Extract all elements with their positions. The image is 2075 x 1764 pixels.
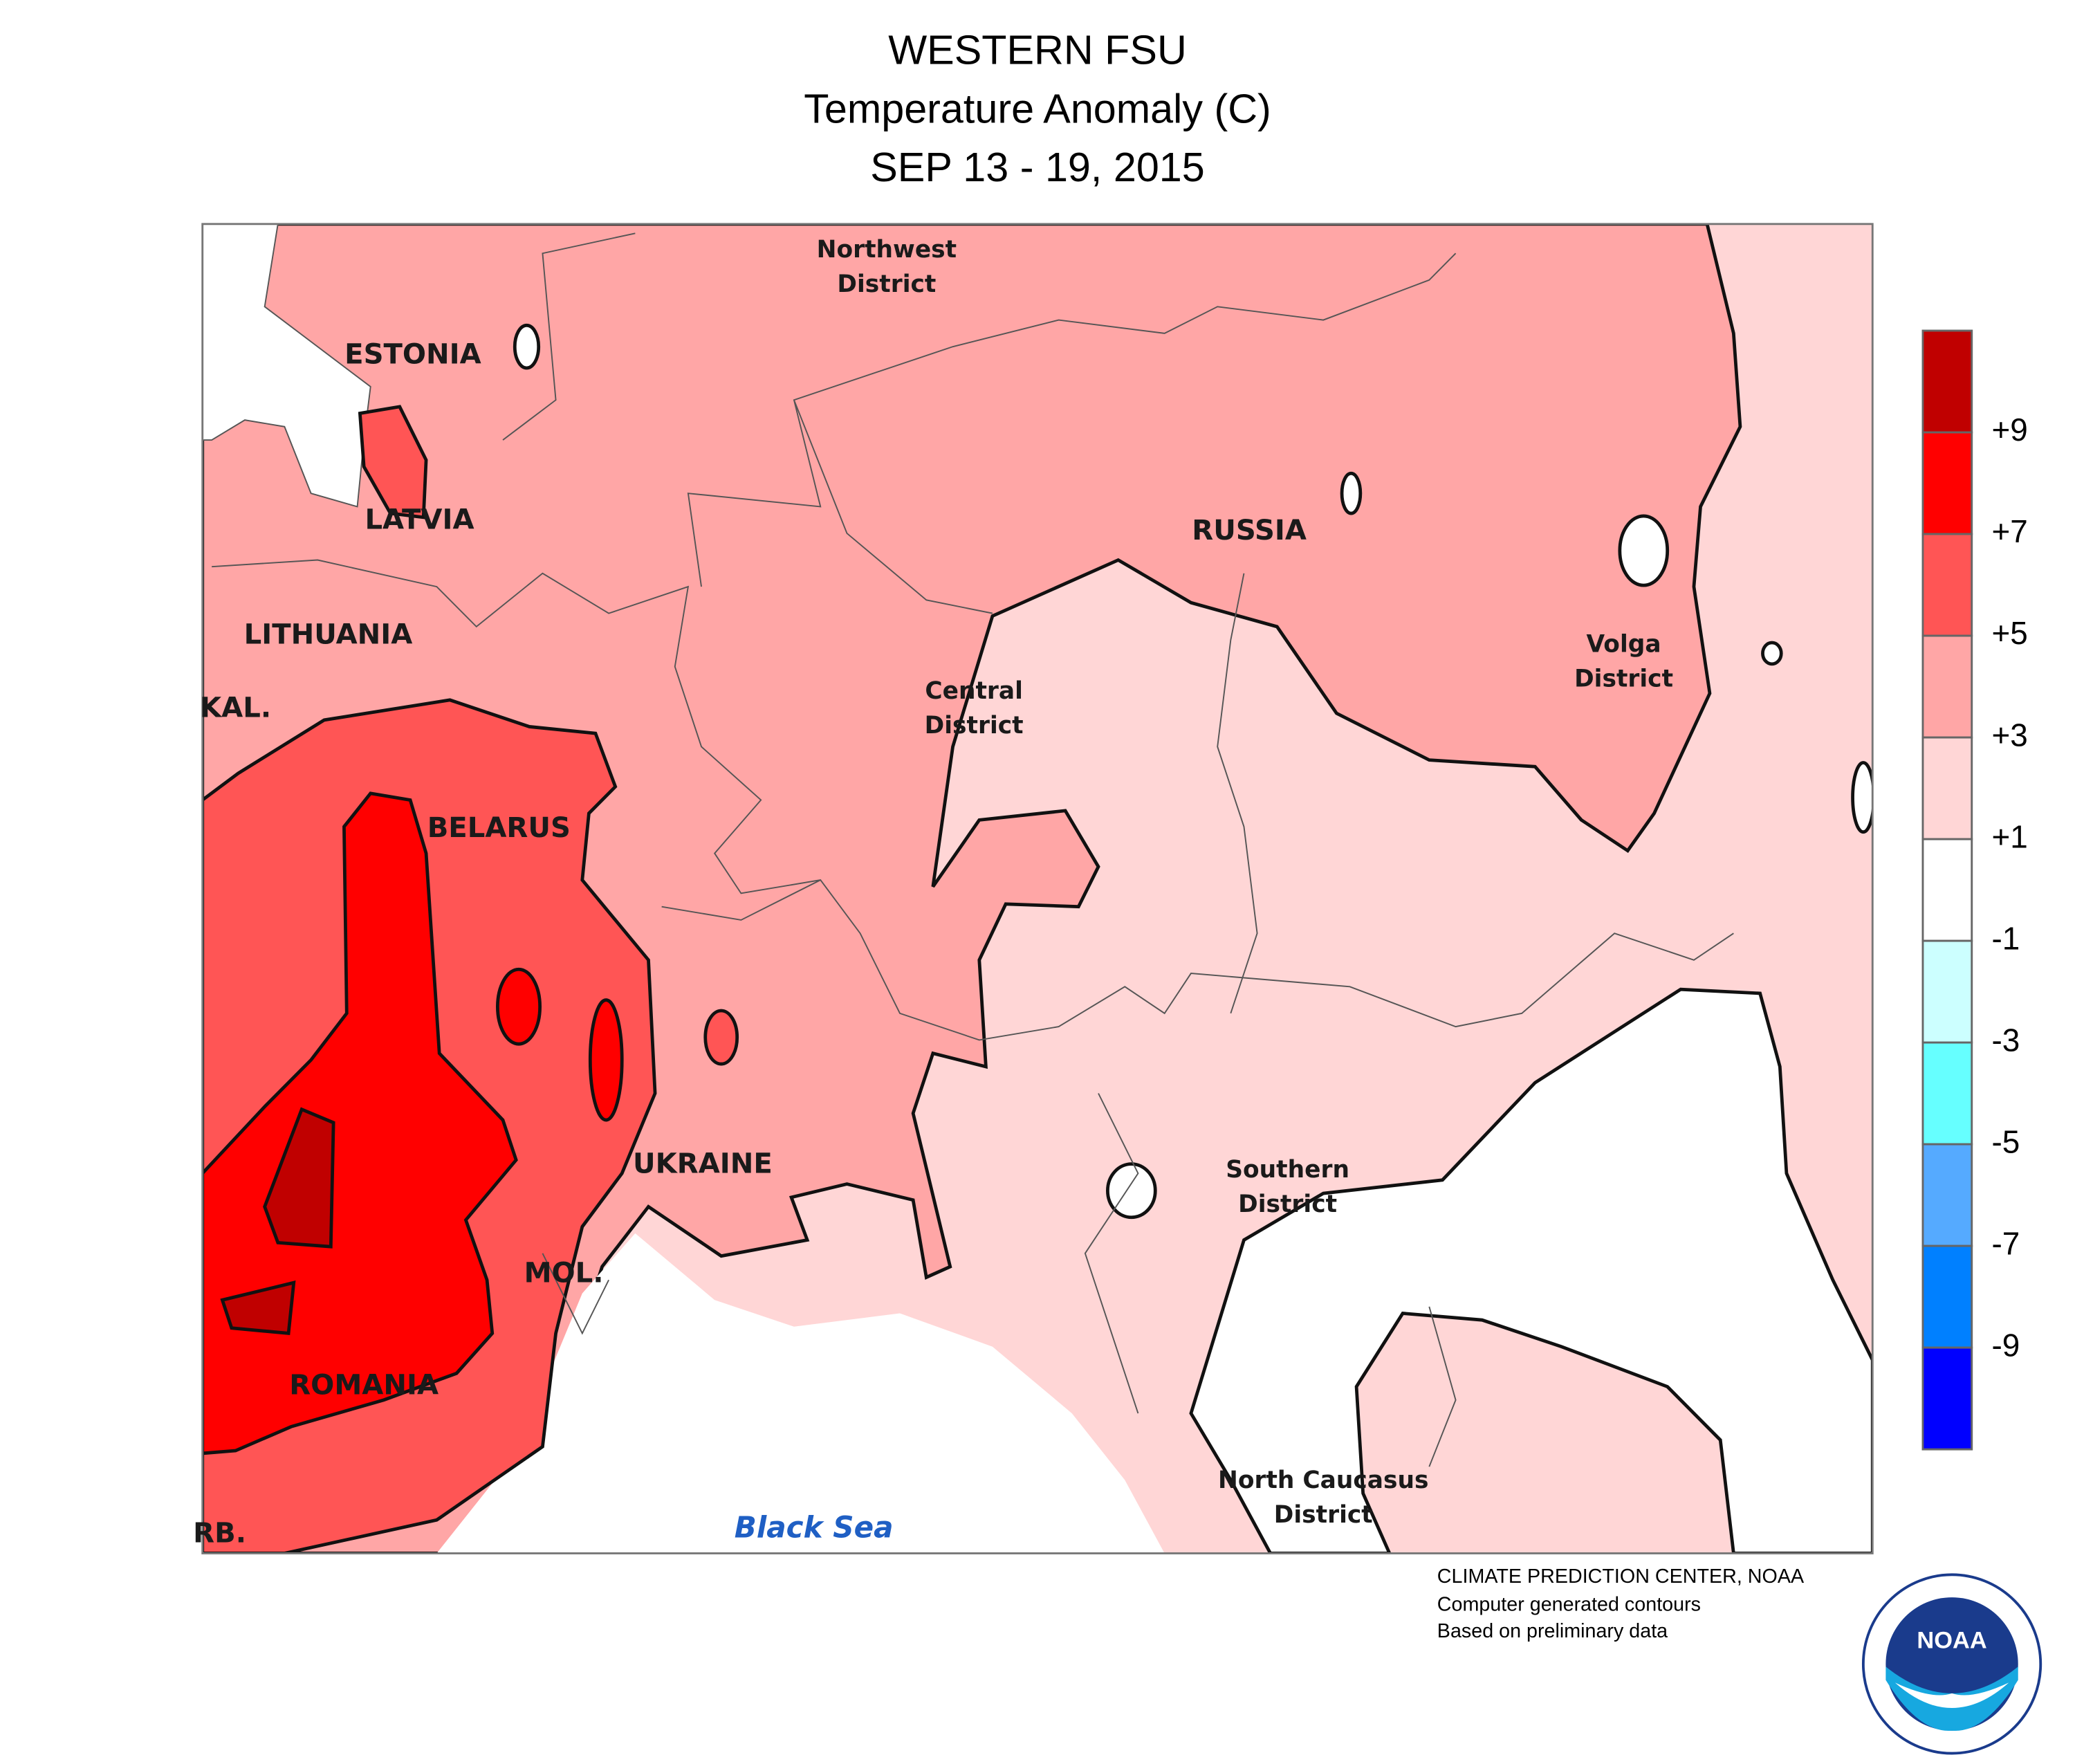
legend-label: +1	[1991, 818, 2027, 854]
legend-label: -3	[1991, 1022, 2020, 1058]
legend-label: +3	[1991, 717, 2027, 753]
subtitle: Temperature Anomaly (C)	[804, 85, 1271, 131]
logo-text: NOAA	[1917, 1627, 1986, 1653]
anomaly-neutral-south	[1189, 987, 1873, 1554]
region-label: District	[1238, 1191, 1337, 1218]
region-label: KAL.	[200, 691, 271, 724]
anomaly-above-9	[263, 1107, 335, 1249]
legend-label: +5	[1991, 615, 2027, 651]
legend-label: -5	[1991, 1123, 2020, 1159]
legend-label: +7	[1991, 513, 2027, 549]
region-label: UKRAINE	[633, 1147, 773, 1179]
legend-swatch	[1921, 634, 1973, 739]
noaa-logo: NOAA	[1861, 1573, 2042, 1755]
anomaly-neutral-patch	[1851, 761, 1873, 834]
region-label: Black Sea	[735, 1510, 894, 1544]
region-label: District	[837, 270, 936, 298]
region-label: LATVIA	[365, 504, 474, 536]
region-label: District	[1574, 665, 1673, 692]
region-label: ESTONIA	[344, 338, 481, 371]
credit-line: Computer generated contours	[1437, 1593, 1701, 1615]
legend: +9 +7 +5 +3 +1 -1 -3 -5 -7 -9	[1921, 329, 2028, 1451]
region-label: North Caucasus	[1218, 1467, 1428, 1494]
map-frame	[201, 223, 1874, 1554]
anomaly-neutral-patch	[1761, 641, 1783, 666]
legend-swatch	[1921, 1346, 1973, 1451]
map-labels: Northwest District ESTONIA LATVIA LITHUANIA K…	[193, 236, 1673, 1550]
region-label: Central	[925, 677, 1023, 705]
legend-label: -9	[1991, 1327, 2020, 1363]
anomaly-7-9-patch	[495, 967, 542, 1046]
region-label: RUSSIA	[1192, 514, 1307, 546]
legend-label: +9	[1991, 412, 2027, 448]
legend-label: -7	[1991, 1225, 2020, 1261]
region-label: ROMANIA	[289, 1368, 439, 1401]
anomaly-neutral-patch	[1618, 514, 1670, 587]
date: SEP 13 - 19, 2015	[870, 144, 1205, 190]
anomaly-5-7-latvia	[358, 405, 428, 520]
title-block: WESTERN FSU Temperature Anomaly (C) SEP …	[804, 26, 1271, 190]
black-sea	[436, 1233, 1165, 1554]
region-label: MOL.	[524, 1257, 604, 1289]
region-label: Southern	[1226, 1156, 1349, 1184]
region-label: RB.	[193, 1516, 246, 1549]
legend-swatch	[1921, 1041, 1973, 1146]
legend-swatch	[1921, 533, 1973, 637]
region-label: Northwest	[817, 236, 957, 264]
region-label: Volga	[1587, 630, 1661, 658]
baltic-sea	[202, 223, 371, 508]
title: WESTERN FSU	[888, 26, 1187, 73]
legend-swatch	[1921, 736, 1973, 840]
anomaly-neutral-patch	[1106, 1162, 1157, 1220]
region-label: District	[1274, 1501, 1373, 1529]
legend-swatch	[1921, 329, 1973, 434]
credit-line: CLIMATE PREDICTION CENTER, NOAA	[1437, 1565, 1805, 1588]
anomaly-7-9-patch	[588, 998, 624, 1122]
legend-swatch	[1921, 1244, 1973, 1349]
legend-swatch	[1921, 1143, 1973, 1247]
anomaly-above-9	[220, 1280, 296, 1336]
anomaly-neutral-patch	[513, 323, 541, 370]
credits: CLIMATE PREDICTION CENTER, NOAA Computer…	[1437, 1565, 1805, 1642]
legend-swatch	[1921, 838, 1973, 942]
borders	[212, 232, 1734, 1467]
anomaly-neutral-patch	[1340, 471, 1363, 515]
region-label: BELARUS	[427, 811, 571, 844]
legend-label: -1	[1991, 920, 2020, 956]
region-label: LITHUANIA	[244, 618, 413, 650]
legend-swatch	[1921, 431, 1973, 535]
map	[202, 223, 1873, 1554]
legend-swatch	[1921, 939, 1973, 1044]
region-label: District	[925, 712, 1024, 739]
credit-line: Based on preliminary data	[1437, 1620, 1668, 1642]
anomaly-5-7-patch	[703, 1009, 739, 1066]
